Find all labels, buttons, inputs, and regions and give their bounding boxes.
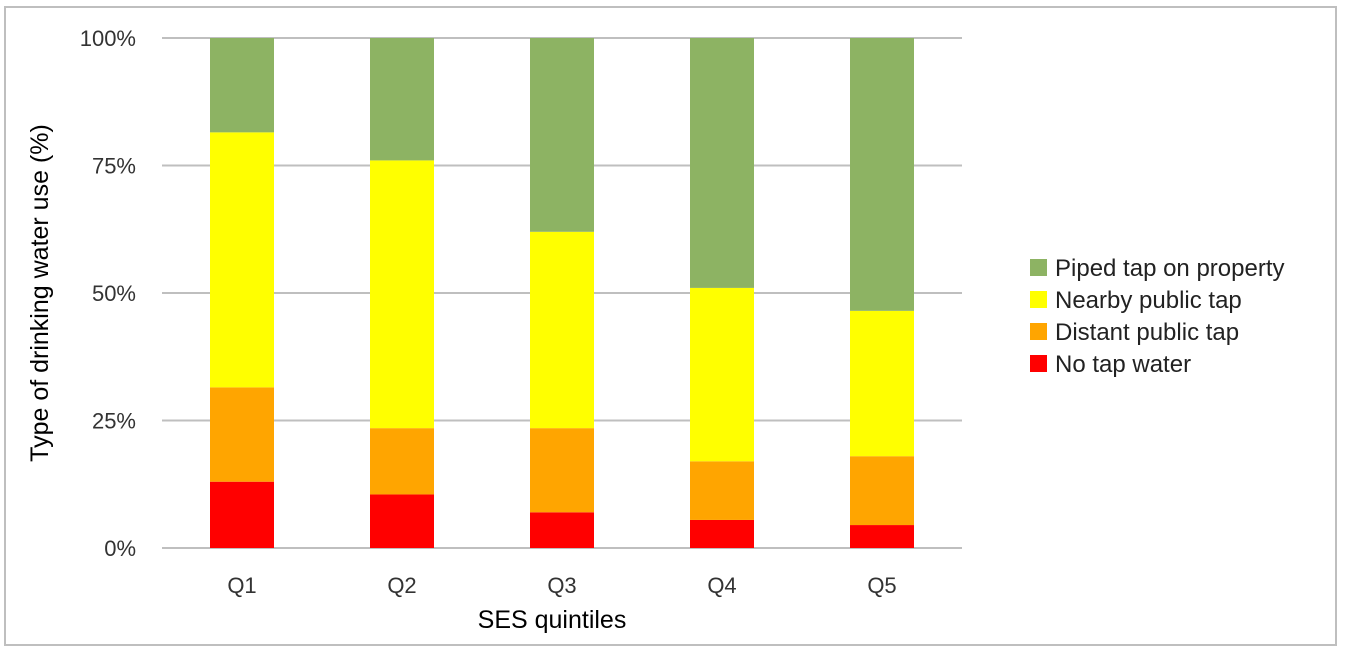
x-tick-label: Q5: [867, 573, 896, 598]
bar-segment: [210, 481, 274, 548]
bar-segment: [370, 38, 434, 161]
bar-segment: [850, 525, 914, 548]
legend-label: Distant public tap: [1055, 319, 1239, 346]
legend-label: No tap water: [1055, 351, 1191, 378]
bar-segment: [370, 160, 434, 429]
bar-segment: [210, 38, 274, 133]
legend-label: Nearby public tap: [1055, 287, 1242, 314]
x-tick-label: Q2: [387, 573, 416, 598]
bar-segment: [690, 461, 754, 520]
bar-segment: [370, 494, 434, 548]
y-tick-label: 100%: [80, 26, 136, 51]
bar-segment: [850, 310, 914, 457]
bar-segment: [850, 456, 914, 526]
bar-segment: [210, 132, 274, 388]
x-tick-label: Q1: [227, 573, 256, 598]
bar-segment: [850, 38, 914, 311]
y-tick-label: 75%: [92, 154, 136, 179]
x-tick-label: Q4: [707, 573, 736, 598]
y-tick-label: 25%: [92, 409, 136, 434]
bar-segment: [530, 512, 594, 548]
bars: [210, 38, 914, 548]
bar-segment: [530, 231, 594, 429]
legend-label: Piped tap on property: [1055, 255, 1285, 282]
y-axis-title: Type of drinking water use (%): [26, 124, 54, 462]
bar-segment: [690, 519, 754, 548]
bar-segment: [690, 287, 754, 462]
y-tick-label: 0%: [104, 536, 136, 561]
bar-segment: [690, 38, 754, 288]
bar-segment: [530, 428, 594, 513]
x-axis-title: SES quintiles: [478, 606, 627, 634]
y-tick-label: 50%: [92, 281, 136, 306]
bar-segment: [210, 387, 274, 482]
bar-segment: [530, 38, 594, 232]
legend-swatch: [1030, 355, 1047, 372]
legend: Piped tap on property Nearby public tap Di…: [1030, 255, 1285, 378]
legend-swatch: [1030, 259, 1047, 276]
legend-swatch: [1030, 291, 1047, 308]
x-axis-ticks: Q1 Q2 Q3 Q4 Q5: [227, 573, 896, 598]
bar-segment: [370, 428, 434, 495]
y-axis-ticks: 0% 25% 50% 75% 100%: [80, 26, 136, 561]
x-tick-label: Q3: [547, 573, 576, 598]
legend-swatch: [1030, 323, 1047, 340]
